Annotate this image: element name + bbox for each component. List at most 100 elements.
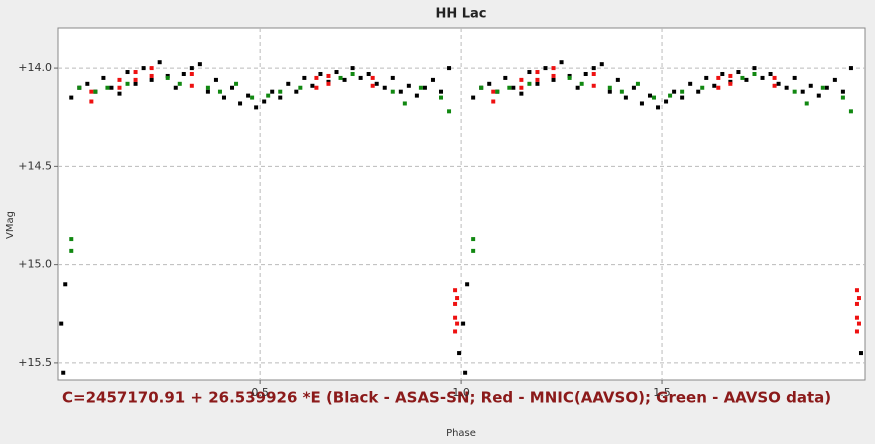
data-point: [221, 95, 226, 100]
data-point: [551, 73, 556, 78]
data-point: [149, 66, 154, 71]
data-point: [772, 83, 777, 88]
data-point: [254, 105, 259, 110]
data-point: [639, 101, 644, 106]
data-point: [453, 288, 458, 293]
data-point: [680, 95, 685, 100]
data-point: [105, 85, 110, 90]
data-point: [551, 77, 556, 82]
data-point: [652, 95, 657, 100]
data-point: [704, 75, 709, 80]
data-point: [125, 70, 130, 75]
data-point: [382, 85, 387, 90]
data-point: [63, 282, 68, 287]
data-point: [854, 329, 859, 334]
data-point: [527, 81, 532, 86]
data-point: [772, 75, 777, 80]
data-point: [507, 85, 512, 90]
data-point: [720, 71, 725, 76]
data-point: [479, 85, 484, 90]
data-point: [370, 83, 375, 88]
data-point: [635, 81, 640, 86]
data-point: [740, 75, 745, 80]
data-point: [250, 95, 255, 100]
data-point: [792, 89, 797, 94]
data-point: [487, 81, 492, 86]
data-point: [157, 60, 162, 65]
data-point: [173, 85, 178, 90]
data-point: [439, 89, 444, 94]
data-point: [133, 81, 138, 86]
data-point: [619, 89, 624, 94]
data-point: [69, 95, 74, 100]
data-point: [69, 248, 74, 253]
data-point: [792, 75, 797, 80]
data-point: [447, 66, 452, 71]
data-point: [848, 66, 853, 71]
data-point: [854, 301, 859, 306]
data-point: [455, 296, 460, 301]
data-point: [59, 321, 64, 326]
data-point: [89, 89, 94, 94]
data-point: [700, 85, 705, 90]
data-point: [141, 66, 146, 71]
data-point: [366, 71, 371, 76]
data-point: [101, 75, 106, 80]
data-point: [398, 89, 403, 94]
data-point: [334, 70, 339, 75]
data-point: [197, 62, 202, 67]
data-point: [728, 73, 733, 78]
data-point: [314, 75, 319, 80]
data-point: [205, 85, 210, 90]
data-point: [374, 81, 379, 86]
data-point: [519, 91, 524, 96]
data-point: [125, 81, 130, 86]
data-point: [238, 101, 243, 106]
data-point: [808, 83, 813, 88]
data-point: [832, 77, 837, 82]
data-point: [752, 71, 757, 76]
data-point: [181, 71, 186, 76]
data-point: [824, 85, 829, 90]
data-point: [591, 66, 596, 71]
data-point: [575, 85, 580, 90]
data-point: [189, 71, 194, 76]
data-point: [854, 315, 859, 320]
data-point: [326, 73, 331, 78]
data-point: [294, 89, 299, 94]
data-point: [647, 93, 652, 98]
data-point: [234, 81, 239, 86]
data-point: [350, 71, 355, 76]
data-point: [607, 85, 612, 90]
data-point: [776, 81, 781, 86]
data-point: [117, 85, 122, 90]
chart-title: HH Lac: [435, 7, 486, 22]
data-point: [599, 62, 604, 67]
x-tick-label: 1.0: [452, 386, 470, 399]
data-point: [149, 77, 154, 82]
y-tick-label: +15.5: [18, 356, 52, 369]
x-tick-label: 0.5: [251, 386, 269, 399]
data-point: [439, 95, 444, 100]
data-point: [342, 77, 347, 82]
data-point: [656, 105, 661, 110]
data-point: [61, 370, 66, 375]
data-point: [149, 73, 154, 78]
data-point: [495, 89, 500, 94]
data-point: [816, 93, 821, 98]
data-point: [77, 85, 82, 90]
data-point: [854, 288, 859, 293]
data-point: [453, 329, 458, 334]
data-point: [310, 83, 315, 88]
data-point: [800, 89, 805, 94]
data-point: [535, 70, 540, 75]
data-point: [716, 85, 721, 90]
data-point: [455, 321, 460, 326]
data-point: [326, 81, 331, 86]
data-point: [503, 75, 508, 80]
data-point: [430, 77, 435, 82]
data-point: [858, 351, 863, 356]
data-point: [370, 75, 375, 80]
data-point: [133, 70, 138, 75]
